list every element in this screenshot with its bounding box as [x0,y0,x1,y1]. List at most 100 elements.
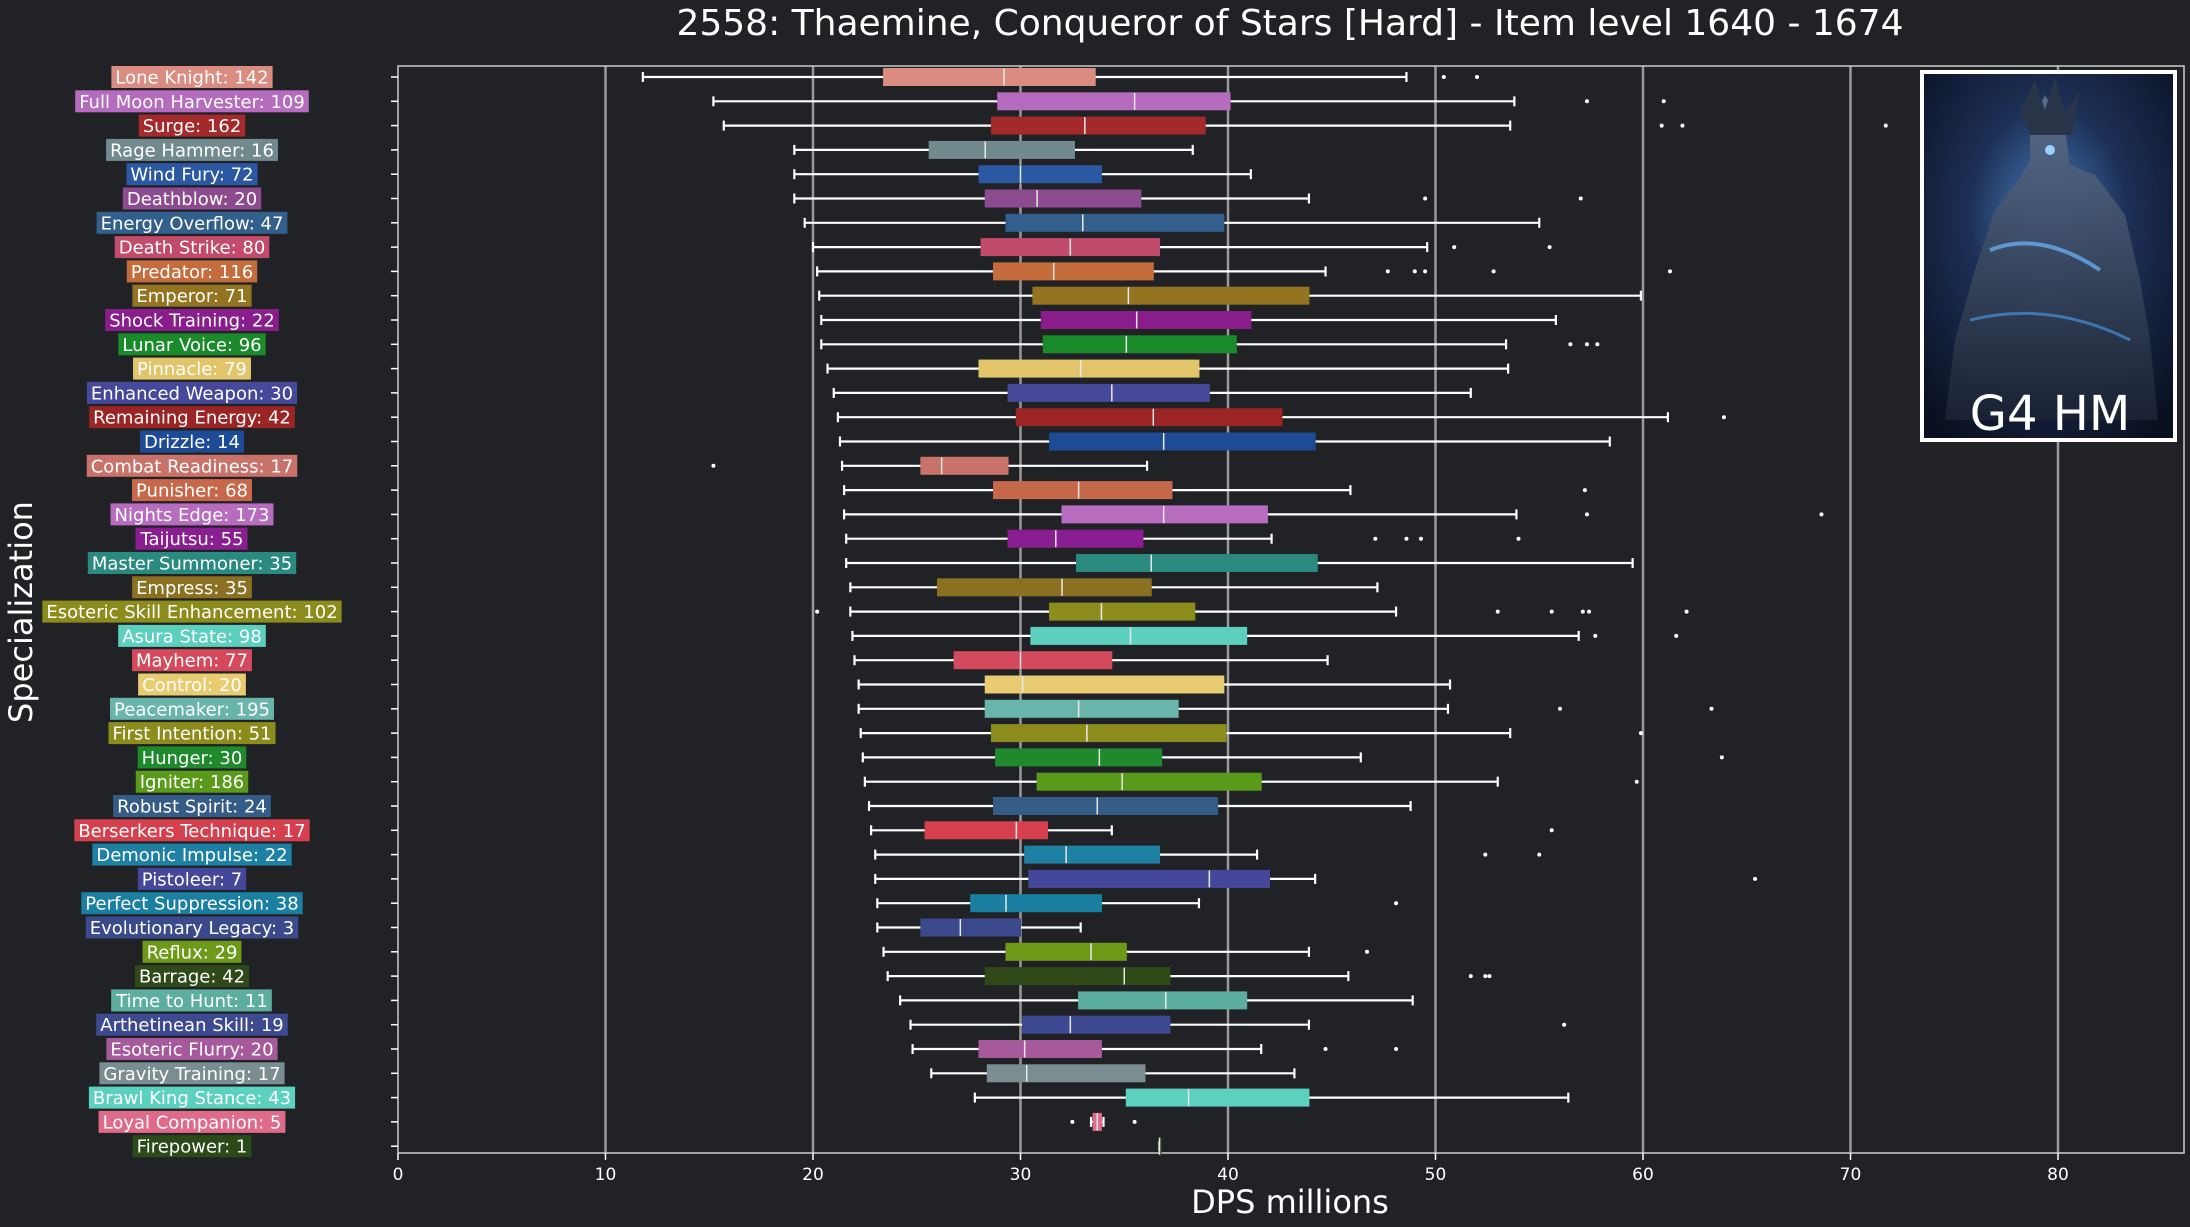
box-iqr [990,724,1227,743]
outlier-point [1495,609,1500,614]
category-label-text: Barrage: 42 [139,967,245,988]
category-label-text: Punisher: 68 [136,481,248,502]
outlier-point [1587,609,1592,614]
outlier-point [1558,706,1562,711]
category-label-text: Pinnacle: 79 [137,359,247,380]
x-tick-label: 40 [1217,1165,1239,1185]
category-label: Full Moon Harvester: 109 [75,90,309,113]
category-label-text: Esoteric Skill Enhancement: 102 [46,602,337,623]
category-label-text: Energy Overflow: 47 [101,213,284,234]
box-iqr [1042,335,1237,354]
category-label-bg [132,1135,252,1158]
category-label-bg [132,479,252,502]
outlier-point [1365,949,1370,954]
outlier-point [1404,536,1409,541]
box-group [874,869,1758,888]
outlier-point [1394,901,1399,906]
category-label-text: Master Summoner: 35 [92,554,292,575]
box-iqr [970,894,1102,913]
category-label: Brawl King Stance: 43 [88,1086,296,1109]
box-group [853,651,1329,670]
outlier-point [1674,633,1679,638]
category-label-text: Lunar Voice: 96 [122,335,261,356]
category-label: Death Strike: 80 [114,236,270,259]
box-group [1158,1137,1162,1156]
box-group [793,189,1583,208]
category-label: Igniter: 186 [135,770,249,793]
category-label-bg [122,187,262,210]
inset-glow-streak [1989,241,2102,272]
x-tick-label: 0 [393,1165,404,1185]
outlier-point [1819,512,1824,517]
outlier-point [1475,75,1479,79]
outlier-point [1323,1047,1328,1051]
category-label-bg [99,1062,285,1085]
box-group [811,238,1552,257]
category-label-text: Robust Spirit: 24 [117,797,267,818]
category-label-text: Brawl King Stance: 43 [93,1088,291,1109]
box-group [832,383,1472,402]
category-label-text: Igniter: 186 [140,772,245,793]
category-label-bg [89,406,295,429]
box-iqr [1036,772,1262,791]
box-iqr [984,675,1225,694]
x-tick-label: 20 [802,1165,824,1185]
category-label-bg [137,746,247,769]
category-label: Energy Overflow: 47 [96,211,288,234]
inset-figure-crest [2020,78,2080,135]
box-iqr [1030,626,1248,645]
box-group [876,894,1399,913]
category-label-text: Drizzle: 14 [144,432,240,453]
category-label-text: Peacemaker: 195 [114,699,270,720]
category-label: Enhanced Weapon: 30 [86,381,298,404]
box-group [882,942,1370,961]
inset-label: G4 HM [1970,386,2131,442]
category-label-text: Rage Hammer: 16 [110,140,274,161]
plot-area-frame [397,65,2185,1154]
box-group [876,918,1082,937]
category-label: Predator: 116 [126,260,258,283]
box-iqr [995,748,1163,767]
box-iqr [986,1064,1146,1083]
category-label: Barrage: 42 [134,965,250,988]
category-label-bg [135,527,248,550]
category-label-text: Firepower: 1 [137,1137,248,1158]
category-label: Control: 20 [138,673,246,696]
box-iqr [1040,311,1252,329]
box-group [803,213,1541,232]
box-iqr [1061,505,1268,524]
outlier-point [1578,196,1583,201]
inset-image: G4 HM [1920,70,2177,442]
box-iqr [978,1040,1102,1058]
box-iqr [984,189,1142,208]
category-label-text: Reflux: 29 [147,942,238,963]
box-group [845,529,1521,548]
outlier-point [1468,974,1473,979]
outlier-point [1385,269,1390,274]
category-label: Robust Spirit: 24 [113,795,271,818]
category-label: Drizzle: 14 [140,430,244,453]
category-label-text: Emperor: 71 [136,286,247,307]
x-tick-label: 60 [1632,1165,1654,1185]
category-label-bg [74,819,310,842]
category-label: Pistoleer: 7 [137,867,247,890]
box-iqr [984,699,1179,718]
category-label-text: Death Strike: 80 [119,238,266,259]
outlier-point [1680,123,1685,128]
category-label: Hunger: 30 [137,746,247,769]
box-group [886,967,1492,986]
x-tick-label: 30 [1010,1165,1032,1185]
category-label-text: Enhanced Weapon: 30 [91,383,293,404]
outlier-point [1549,609,1554,614]
outlier-point [1441,75,1446,79]
box-group [826,359,1510,378]
box-group [1070,1112,1137,1131]
category-label-text: Perfect Suppression: 38 [85,894,298,915]
category-label-bg [142,940,242,963]
category-label-bg [98,1110,286,1133]
category-label-bg [106,1038,278,1060]
box-iqr [1005,213,1225,232]
outlier-point [1883,123,1888,128]
box-group [793,165,1252,184]
outlier-point [1423,196,1428,201]
